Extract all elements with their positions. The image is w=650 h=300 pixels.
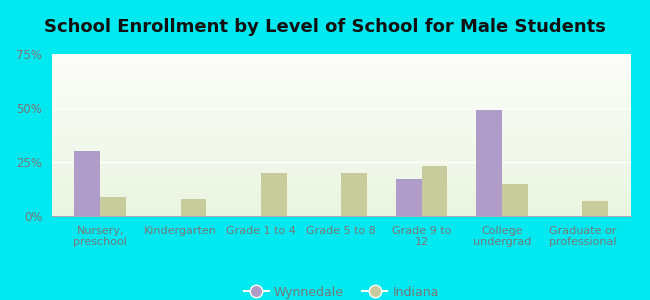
Text: School Enrollment by Level of School for Male Students: School Enrollment by Level of School for… [44, 18, 606, 36]
Bar [422, 166, 447, 216]
Bar [396, 179, 422, 216]
Legend: Wynnedale, Indiana: Wynnedale, Indiana [239, 281, 444, 300]
Bar [181, 199, 206, 216]
Bar [100, 196, 126, 216]
Bar [75, 151, 100, 216]
Bar [582, 201, 608, 216]
Bar [476, 110, 502, 216]
Bar [341, 173, 367, 216]
Bar [502, 184, 528, 216]
Bar [261, 173, 287, 216]
